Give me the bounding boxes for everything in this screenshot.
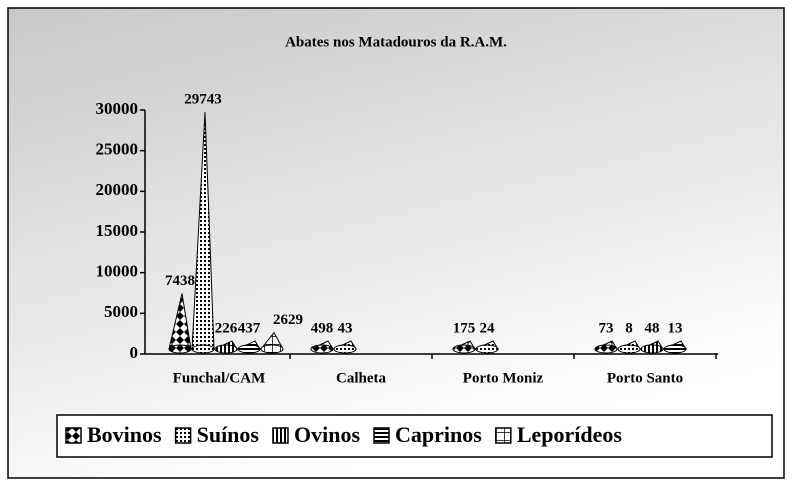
cone-part [475, 344, 499, 354]
legend-swatch [272, 427, 289, 444]
x-tick-label: Porto Santo [607, 370, 683, 386]
legend-label: Caprinos [395, 422, 482, 447]
x-tick-label: Funchal/CAM [173, 370, 266, 386]
data-label: 43 [338, 320, 353, 336]
data-label: 29743 [184, 92, 222, 108]
data-label: 437 [238, 320, 261, 336]
data-label: 48 [645, 320, 660, 336]
cone [237, 340, 261, 354]
data-label: 8 [625, 320, 633, 336]
data-label: 2629 [273, 312, 303, 328]
data-label: 73 [599, 320, 614, 336]
y-tick-label: 10000 [96, 262, 139, 281]
y-tick-label: 20000 [96, 180, 139, 199]
cone [214, 340, 238, 354]
cone-part [310, 344, 334, 354]
cone-part [452, 344, 476, 354]
cone-part [663, 344, 687, 354]
cone [640, 340, 664, 354]
cone-part [640, 344, 664, 354]
data-label: 24 [480, 320, 496, 336]
y-tick-label: 5000 [104, 302, 138, 321]
legend-label: Ovinos [294, 422, 360, 447]
x-tick-label: Calheta [336, 370, 386, 386]
cone-part [333, 344, 357, 354]
legend-label: Leporídeos [517, 422, 623, 447]
data-label: 7438 [165, 273, 195, 289]
cone-part [617, 344, 641, 354]
x-tick-label: Porto Moniz [463, 370, 544, 386]
cone [617, 340, 641, 354]
cone [259, 331, 284, 354]
cone-part [168, 344, 192, 354]
legend-swatch [373, 427, 390, 444]
y-tick-label: 15000 [96, 221, 139, 240]
y-tick-label: 0 [130, 343, 139, 362]
cone [191, 112, 215, 354]
cone-part [594, 344, 618, 354]
cone [168, 293, 192, 354]
chart-area [7, 7, 785, 479]
legend-swatch [65, 427, 82, 444]
legend-swatch [174, 427, 192, 444]
data-label: 498 [311, 320, 334, 336]
y-tick-label: 25000 [96, 140, 139, 159]
cone [594, 340, 618, 354]
cone-part [214, 344, 238, 354]
legend-swatch [495, 427, 512, 444]
cone-part [191, 344, 215, 354]
data-label: 175 [453, 320, 476, 336]
data-label: 13 [668, 320, 683, 336]
cone [310, 340, 334, 354]
cone-part [237, 344, 261, 354]
y-tick-label: 30000 [96, 99, 139, 118]
legend-label: Bovinos [87, 422, 162, 447]
data-label: 226 [215, 320, 238, 336]
cone [475, 340, 499, 354]
cone [333, 340, 357, 354]
legend-label: Suínos [197, 422, 260, 447]
cone-part [260, 344, 284, 354]
cone [452, 340, 476, 354]
cone [663, 340, 687, 354]
chart-title: Abates nos Matadouros da R.A.M. [285, 34, 507, 50]
